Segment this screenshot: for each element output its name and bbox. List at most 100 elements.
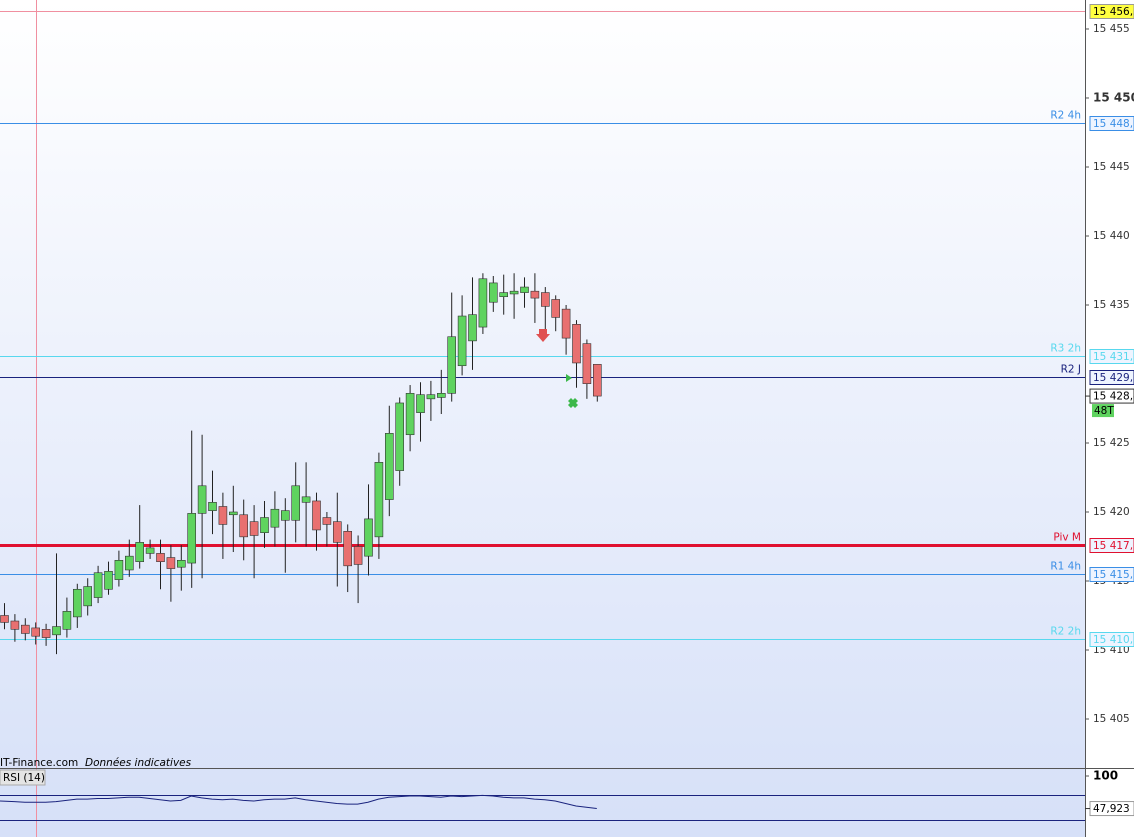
candle-body: [156, 553, 165, 562]
rsi-line: [0, 794, 597, 810]
candle-body: [135, 542, 144, 562]
y-tick-label: 15 425: [1093, 437, 1130, 449]
level-label: 15 431,3: [1093, 351, 1134, 363]
candle-body: [166, 557, 176, 569]
plot-background: [0, 0, 1085, 837]
rsi-last: 47,923: [1093, 803, 1130, 815]
level-label-box: [1089, 116, 1134, 131]
level-label-box: [1089, 349, 1134, 364]
candle-body: [509, 290, 519, 295]
exit-marker: [568, 398, 578, 408]
candle-body: [447, 336, 457, 394]
y-tick-label: 15 440: [1093, 230, 1130, 242]
last-price: 15 428,4: [1093, 391, 1134, 403]
candle-body: [405, 393, 415, 436]
buy-marker: [566, 374, 572, 382]
y-tick-label: 15 445: [1093, 161, 1130, 173]
candle-body: [592, 364, 602, 397]
candle-body: [41, 629, 51, 638]
candle-body: [218, 506, 228, 525]
level-label-box: [1089, 538, 1134, 553]
level-label-box: [1089, 632, 1134, 647]
y-tick-label: 15 420: [1093, 506, 1130, 518]
candle-body: [145, 547, 155, 554]
candle-body: [229, 511, 238, 516]
candle-body: [20, 624, 30, 634]
level-label: 15 456,3: [1093, 6, 1134, 18]
candle-body: [540, 292, 550, 307]
tag-box: [1092, 404, 1114, 418]
candle-body: [457, 315, 467, 367]
candle-body: [478, 278, 488, 328]
sell-arrow: [536, 329, 550, 342]
candle-body: [177, 560, 186, 568]
candle-body: [249, 521, 259, 536]
candle-body: [114, 560, 124, 580]
candle-body: [31, 627, 41, 637]
candle-body: [187, 513, 196, 564]
candle-body: [364, 518, 373, 557]
candle-body: [395, 402, 405, 471]
level-label-box: [1089, 370, 1134, 385]
candle-body: [270, 508, 280, 528]
candle-body: [530, 290, 540, 299]
level-label: 15 417,6: [1093, 540, 1134, 552]
candle-body: [197, 485, 207, 514]
candle-body: [260, 517, 269, 534]
candle-body: [353, 546, 363, 565]
candle-body: [280, 510, 290, 521]
candle-body: [551, 299, 561, 318]
candle-body: [572, 324, 581, 364]
candle-body: [499, 292, 509, 298]
candle-body: [10, 620, 20, 630]
note: Données indicatives: [85, 757, 192, 769]
level-label: 15 410,8: [1093, 634, 1134, 646]
y-tick-label: 100: [1093, 769, 1118, 783]
marks: 15 455 15 450 15 445 15 440 15 435 15 425 15 4…: [0, 4, 1134, 821]
candle-body: [104, 571, 113, 590]
candle-body: [239, 514, 248, 538]
candle-body: [52, 626, 61, 636]
candle-body: [374, 462, 384, 538]
level-label-box: [1089, 4, 1134, 19]
axis-background: [1085, 0, 1134, 837]
candle-body: [488, 282, 498, 303]
y-tick-label: 15 455: [1093, 23, 1130, 35]
level-label-box: [1089, 567, 1134, 582]
candle-body: [436, 393, 446, 398]
y-tick-label: 15 410: [1093, 644, 1130, 656]
level-name: R2 2h: [1050, 626, 1081, 638]
candle-body: [301, 496, 311, 503]
candle-body: [208, 502, 217, 511]
candle-body: [561, 308, 571, 339]
candle-body: [416, 394, 425, 413]
candle-body: [384, 433, 394, 500]
level-label: 15 415,5: [1093, 569, 1134, 581]
candle-body: [83, 586, 92, 607]
candle-body: [312, 500, 321, 531]
level-name: R2 J: [1061, 364, 1081, 376]
level-name: R1 4h: [1050, 561, 1081, 573]
candle-body: [332, 521, 342, 543]
panel-title-box: [0, 769, 46, 786]
level-name: Piv M: [1053, 532, 1081, 544]
candle-body: [582, 343, 592, 384]
y-tick-label: 15 435: [1093, 299, 1130, 311]
candle-body: [322, 517, 332, 525]
y-tick-label: 15 450: [1093, 90, 1134, 104]
source: IT-Finance.com: [0, 757, 78, 769]
candle-body: [93, 572, 103, 598]
level-label: 15 429,8: [1093, 372, 1134, 384]
level-label: 15 448,2: [1093, 118, 1134, 130]
candle-body: [426, 394, 436, 400]
level-name: R3 2h: [1050, 343, 1081, 355]
panel-title: RSI (14): [3, 772, 45, 784]
candle-body: [291, 485, 301, 521]
level-name: R2 4h: [1050, 110, 1081, 122]
candle-body: [0, 615, 9, 623]
candle-body: [62, 611, 72, 630]
candle-body: [520, 286, 529, 293]
y-tick-label: 15 405: [1093, 713, 1130, 725]
candle-body: [125, 555, 134, 571]
